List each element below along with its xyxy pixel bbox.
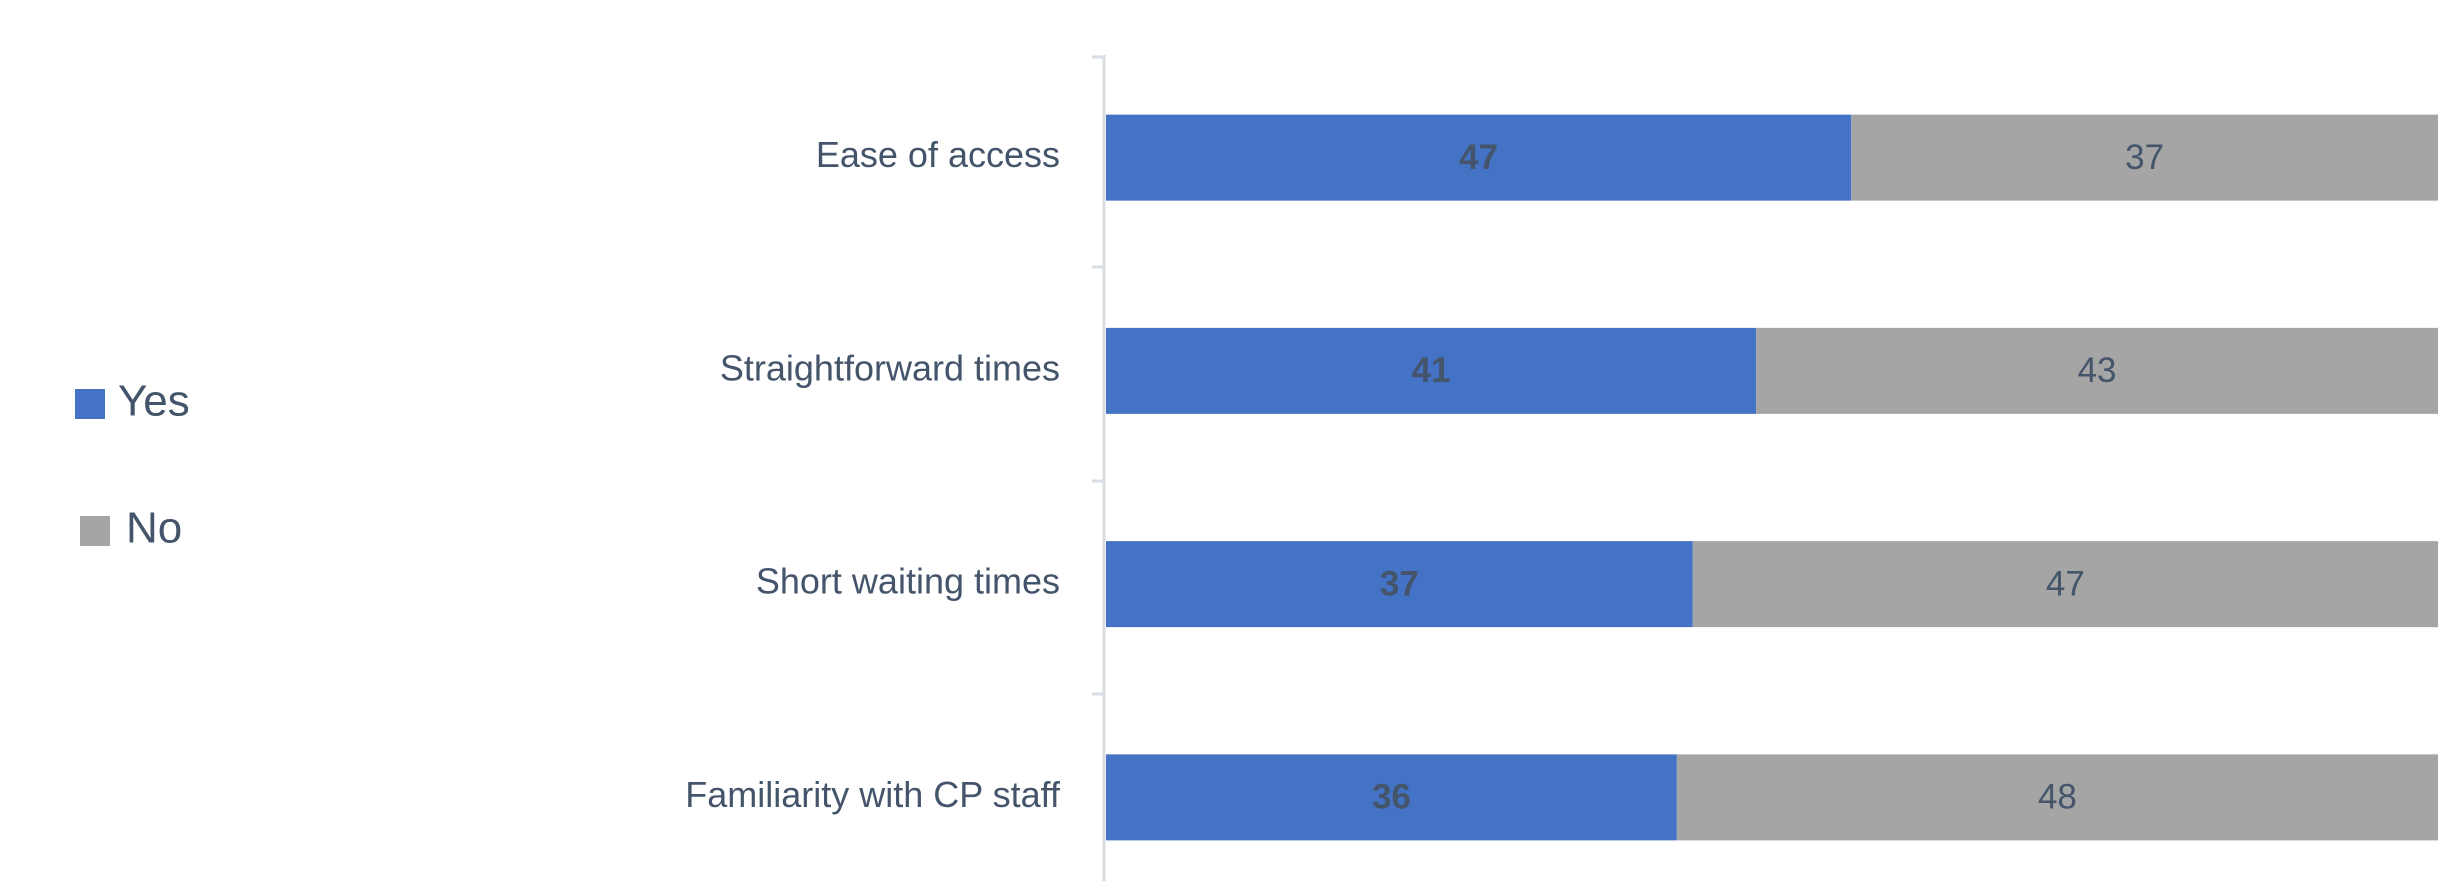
- data-label: 47: [1459, 138, 1498, 177]
- data-label: 47: [2046, 564, 2085, 603]
- y-tick-label: Straightforward times: [720, 347, 1060, 388]
- data-label: 48: [2038, 778, 2077, 817]
- bar-segment: [1106, 327, 1757, 414]
- y-tick-label: Short waiting times: [756, 561, 1060, 602]
- y-tick-label: Ease of access: [816, 134, 1060, 175]
- data-label: 43: [2078, 351, 2117, 390]
- bar-segment: [1106, 541, 1693, 628]
- legend-label: Yes: [118, 377, 190, 426]
- bar-segment: [1106, 754, 1677, 841]
- legend-swatch: [80, 516, 110, 546]
- bar-segment: [1676, 754, 2438, 841]
- data-label: 37: [1380, 564, 1419, 603]
- legend-swatch: [75, 389, 105, 419]
- bar-segment: [1851, 114, 2438, 201]
- data-label: 36: [1372, 778, 1411, 817]
- bar-segment: [1106, 114, 1852, 201]
- legend-label: No: [126, 504, 182, 553]
- y-tick-label: Familiarity with CP staff: [685, 774, 1061, 815]
- data-label: 41: [1412, 351, 1451, 390]
- data-label: 37: [2125, 138, 2164, 177]
- bar-segment: [1756, 327, 2438, 414]
- bar-segment: [1692, 541, 2438, 628]
